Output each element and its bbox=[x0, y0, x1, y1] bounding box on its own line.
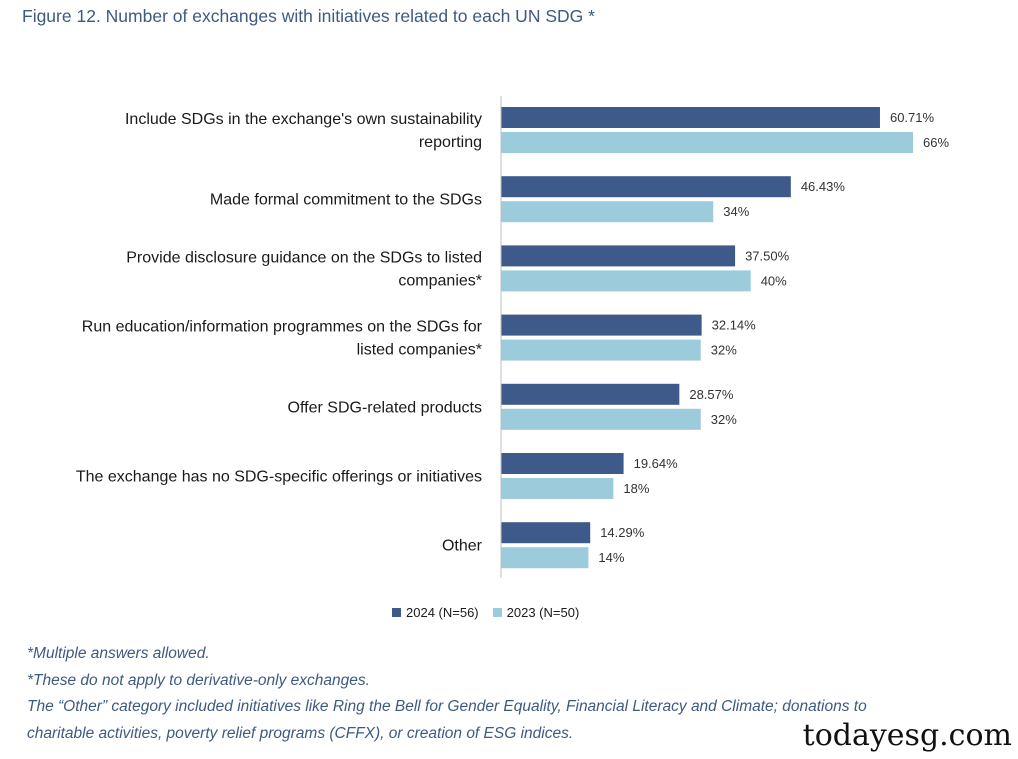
footnote-2: *These do not apply to derivative-only e… bbox=[27, 671, 370, 689]
legend-label-2024: 2024 (N=56) bbox=[406, 605, 479, 620]
footnote-1: *Multiple answers allowed. bbox=[27, 645, 210, 662]
value-label-2023-other: 14% bbox=[598, 550, 624, 565]
bar-chart: Include SDGs in the exchange's own susta… bbox=[76, 96, 949, 578]
legend-swatch-2023 bbox=[492, 608, 502, 617]
value-label-2024-education-programmes: 32.14% bbox=[712, 318, 757, 333]
bar-2023-other bbox=[501, 547, 589, 569]
value-label-2024-no-offerings: 19.64% bbox=[634, 456, 679, 471]
figure-title: Figure 12. Number of exchanges with init… bbox=[22, 6, 595, 26]
legend-item-2023: 2023 (N=50) bbox=[492, 605, 580, 620]
legend-item-2024: 2024 (N=56) bbox=[392, 605, 479, 620]
bar-2023-sdg-products bbox=[501, 408, 701, 430]
value-label-2024-other: 14.29% bbox=[600, 525, 645, 540]
value-label-2024-own-reporting: 60.71% bbox=[890, 110, 935, 125]
category-label-education-programmes-line-1: Run education/information programmes on … bbox=[82, 319, 483, 336]
value-label-2024-sdg-products: 28.57% bbox=[689, 387, 734, 402]
value-label-2023-formal-commitment: 34% bbox=[723, 204, 749, 219]
bar-2024-disclosure-guidance bbox=[501, 245, 736, 267]
bar-2024-own-reporting bbox=[501, 107, 880, 128]
bar-2023-no-offerings bbox=[501, 478, 614, 499]
value-label-2023-education-programmes: 32% bbox=[711, 343, 737, 358]
category-label-no-offerings: The exchange has no SDG-specific offerin… bbox=[76, 469, 482, 486]
footnote-3: The “Other” category included initiative… bbox=[27, 698, 867, 715]
legend-label-2023: 2023 (N=50) bbox=[506, 605, 580, 620]
footnote-4: charitable activities, poverty relief pr… bbox=[27, 724, 574, 742]
bar-2023-disclosure-guidance bbox=[501, 270, 751, 292]
category-label-education-programmes-line-2: listed companies* bbox=[357, 342, 482, 359]
value-label-2023-disclosure-guidance: 40% bbox=[761, 273, 787, 288]
category-label-formal-commitment: Made formal commitment to the SDGs bbox=[210, 192, 482, 209]
bar-2024-no-offerings bbox=[501, 453, 624, 474]
bar-2024-sdg-products bbox=[501, 383, 680, 405]
bar-2023-own-reporting bbox=[501, 132, 913, 153]
value-label-2024-formal-commitment: 46.43% bbox=[801, 179, 846, 194]
category-label-other: Other bbox=[442, 538, 483, 555]
bar-2023-education-programmes bbox=[501, 339, 701, 361]
category-label-sdg-products: Offer SDG-related products bbox=[288, 399, 482, 416]
bar-2024-formal-commitment bbox=[501, 176, 791, 198]
value-label-2023-own-reporting: 66% bbox=[923, 135, 949, 150]
value-label-2023-sdg-products: 32% bbox=[711, 412, 737, 427]
bar-2024-other bbox=[501, 522, 591, 544]
value-label-2023-no-offerings: 18% bbox=[623, 481, 649, 496]
category-label-own-reporting-line-2: reporting bbox=[419, 134, 482, 151]
chart-legend: 2024 (N=56) 2023 (N=50) bbox=[392, 605, 593, 620]
category-label-disclosure-guidance-line-2: companies* bbox=[398, 272, 482, 289]
category-label-own-reporting-line-1: Include SDGs in the exchange's own susta… bbox=[125, 111, 482, 128]
footnotes: *Multiple answers allowed. *These do not… bbox=[27, 641, 987, 747]
watermark: todayesg.com bbox=[802, 718, 1012, 753]
bar-2023-formal-commitment bbox=[501, 201, 714, 223]
category-label-disclosure-guidance-line-1: Provide disclosure guidance on the SDGs … bbox=[126, 249, 482, 266]
legend-swatch-2024 bbox=[392, 608, 401, 617]
value-label-2024-disclosure-guidance: 37.50% bbox=[745, 248, 790, 263]
bar-2024-education-programmes bbox=[501, 314, 702, 336]
